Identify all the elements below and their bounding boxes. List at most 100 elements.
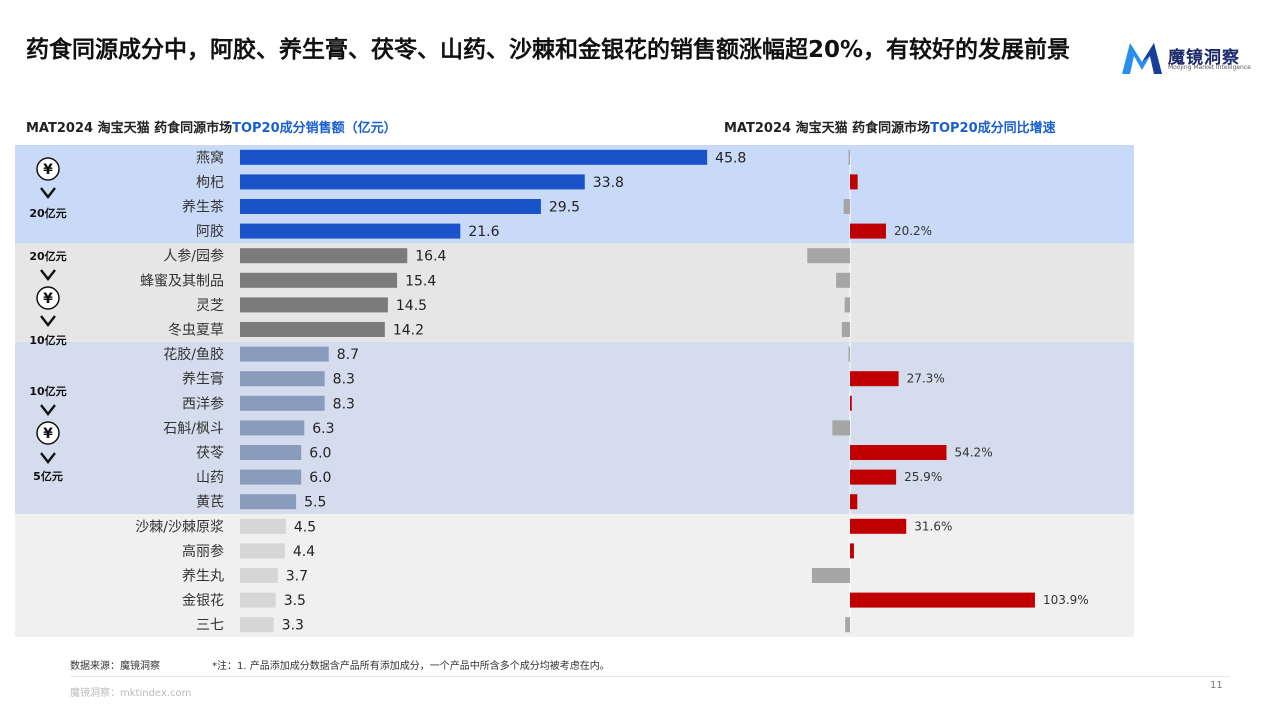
growth-bar-3 [843,199,850,214]
sales-bar-15 [240,494,297,510]
category-label-14: 山药 [196,470,224,486]
growth-bar-13 [850,445,947,460]
sales-bar-14 [240,469,302,485]
tier1-yen-icon [36,157,60,181]
growth-value-label-19: 103.9% [1043,593,1089,607]
sales-bar-19 [240,592,276,608]
sales-chart-title: MAT2024 淘宝天猫 药食同源市场TOP20成分销售额（亿元） [26,117,397,136]
growth-bar-16 [850,518,907,534]
sales-value-label-18: 3.7 [286,569,308,585]
category-label-13: 茯苓 [196,445,224,462]
growth-bar-8 [841,322,850,337]
logo-name: 魔镜洞察 [1168,48,1240,68]
sales-bar-20 [240,617,274,633]
sales-value-label-19: 3.5 [284,593,306,609]
growth-chart-title-highlight: TOP20成分同比增速 [930,121,1056,136]
tier3-chevron-top-icon [40,404,56,416]
growth-bar-19 [850,592,1035,608]
sales-value-label-13: 6.0 [309,446,331,462]
growth-value-label-14: 25.9% [904,470,942,484]
growth-chart-title-prefix: MAT2024 淘宝天猫 药食同源市场 [724,121,931,136]
category-label-10: 养生膏 [182,371,224,388]
category-label-11: 西洋参 [182,395,224,412]
sales-chart-title-prefix: MAT2024 淘宝天猫 药食同源市场 [26,121,233,136]
sales-bar-4 [240,223,461,239]
sales-bar-11 [240,395,325,411]
page-number: 11 [1210,680,1223,691]
category-label-7: 灵芝 [196,298,224,314]
growth-value-label-16: 31.6% [914,519,952,533]
category-label-5: 人参/园参 [163,248,224,265]
growth-bar-5 [807,248,850,264]
tier-band-4 [15,514,1134,637]
sales-bar-10 [240,371,325,387]
sales-value-label-11: 8.3 [333,396,355,412]
growth-bar-10 [850,371,899,387]
growth-bar-4 [850,223,886,239]
sales-value-label-5: 16.4 [415,249,446,265]
sales-value-label-14: 6.0 [309,470,331,486]
category-label-20: 三七 [196,618,224,634]
growth-bar-18 [811,568,850,583]
category-label-18: 养生丸 [182,569,224,585]
sales-bar-12 [240,420,305,436]
sales-bar-6 [240,272,398,288]
sales-value-label-17: 4.4 [293,544,315,560]
sales-value-label-10: 8.3 [333,372,355,388]
category-label-6: 蜂蜜及其制品 [140,273,224,289]
sales-chart-title-highlight: TOP20成分销售额（亿元） [232,121,397,136]
sales-value-label-2: 33.8 [593,175,624,191]
tier2-yen-icon-glyph: ¥ [43,291,53,307]
category-label-1: 燕窝 [196,149,224,166]
logo-tagline: Moojing Market Intelligence [1168,64,1251,71]
growth-bar-6 [836,272,850,288]
growth-bar-12 [832,420,850,436]
growth-bar-14 [850,469,897,485]
category-label-4: 阿胶 [196,223,224,240]
sales-bar-9 [240,346,329,362]
sales-value-label-3: 29.5 [549,200,580,216]
sales-bar-17 [240,543,285,559]
category-label-2: 枸杞 [196,175,224,191]
category-label-16: 沙棘/沙棘原浆 [135,519,224,535]
growth-bar-2 [850,174,858,190]
tier3-label-bottom: 5亿元 [33,469,63,483]
category-label-15: 黄芪 [196,494,224,511]
tier3-label-top: 10亿元 [29,384,66,398]
brand-logo: 魔镜洞察 Moojing Market Intelligence [1120,40,1260,76]
growth-value-label-13: 54.2% [954,446,992,460]
sales-value-label-12: 6.3 [312,421,334,437]
growth-bar-17 [850,543,854,559]
data-source: 数据来源：魔镜洞察 [70,661,160,672]
footnote: *注：1. 产品添加成分数据含产品所有添加成分，一个产品中所含多个成分均被考虑在… [212,661,610,672]
sales-value-label-16: 4.5 [294,519,316,535]
sales-bar-5 [240,248,408,264]
tier3-chevron-bottom-icon [40,452,56,464]
sales-bar-2 [240,174,585,190]
tier1-yen-icon-glyph: ¥ [43,162,53,178]
tier3-yen-icon-glyph: ¥ [43,426,53,442]
sales-value-label-8: 14.2 [393,323,424,339]
growth-bar-15 [850,494,858,510]
category-label-3: 养生茶 [182,200,224,216]
sales-bar-8 [240,322,385,337]
growth-bar-1 [848,149,850,165]
growth-bar-9 [848,346,850,362]
tier3-yen-icon [36,421,60,445]
sales-bar-13 [240,445,302,460]
tier2-label-top: 20亿元 [29,249,66,263]
growth-value-label-4: 20.2% [894,224,932,238]
growth-chart-title: MAT2024 淘宝天猫 药食同源市场TOP20成分同比增速 [724,117,1056,136]
growth-bar-20 [845,617,850,633]
category-label-12: 石斛/枫斗 [163,421,224,437]
sales-value-label-9: 8.7 [337,347,359,363]
growth-bar-7 [844,297,850,313]
sales-bar-16 [240,518,286,534]
tier-band-3 [15,341,1134,514]
page-title: 药食同源成分中，阿胶、养生膏、茯苓、山药、沙棘和金银花的销售额涨幅超20%，有较… [26,37,1071,63]
tier1-chevron-icon [40,187,56,199]
sales-bar-1 [240,149,708,165]
footer-divider [70,676,1230,677]
moojing-logo-icon [1122,43,1162,74]
